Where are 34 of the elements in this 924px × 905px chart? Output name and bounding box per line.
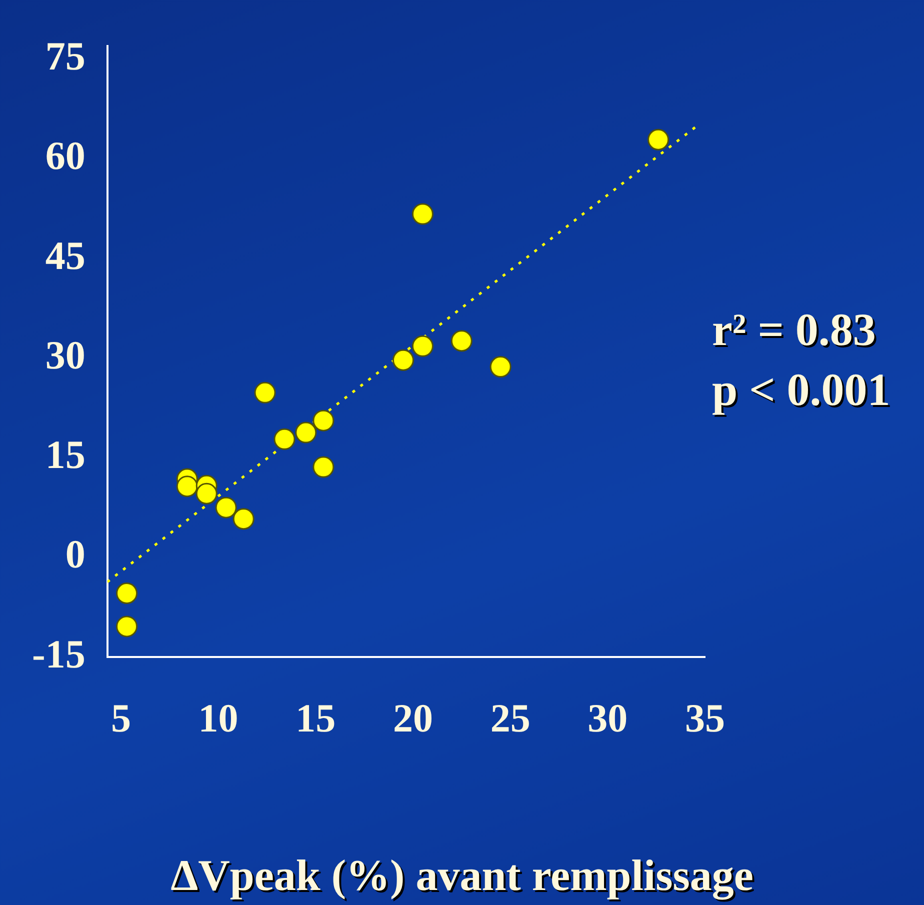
x-tick-label: 35 [685,695,725,740]
y-tick-label: 30 [45,332,86,378]
text: p < 0.001 [712,363,890,417]
point [295,422,317,444]
y-tick-label: -15 [32,631,86,676]
point [196,482,218,504]
point [232,508,254,530]
point [412,335,434,357]
point [392,349,414,371]
point [215,496,237,518]
point [648,128,670,150]
point [312,410,334,432]
y-tick-label: 75 [45,34,86,79]
point [490,356,512,378]
x-tick-label: 20 [392,695,433,740]
point [274,428,296,450]
x-tick-label: 5 [110,695,131,740]
x-tick-label: 10 [198,695,238,740]
x-axis-title: ΔVpeak (%) avant remplissage [170,850,754,901]
y-tick-label: 15 [45,432,86,478]
point [312,456,334,478]
point [176,476,198,498]
text: r² = 0.83 [712,303,877,357]
x-tick-label: 15 [296,695,336,740]
point [450,330,472,352]
point [116,582,138,604]
y-tick-label: 45 [45,232,86,278]
x-tick-label: 25 [490,695,530,740]
point [116,616,138,638]
x-tick-label: 30 [588,695,628,740]
y-tick-label: 60 [45,133,86,178]
point [254,382,276,404]
y-tick-label: 0 [65,532,86,577]
point [412,203,434,225]
